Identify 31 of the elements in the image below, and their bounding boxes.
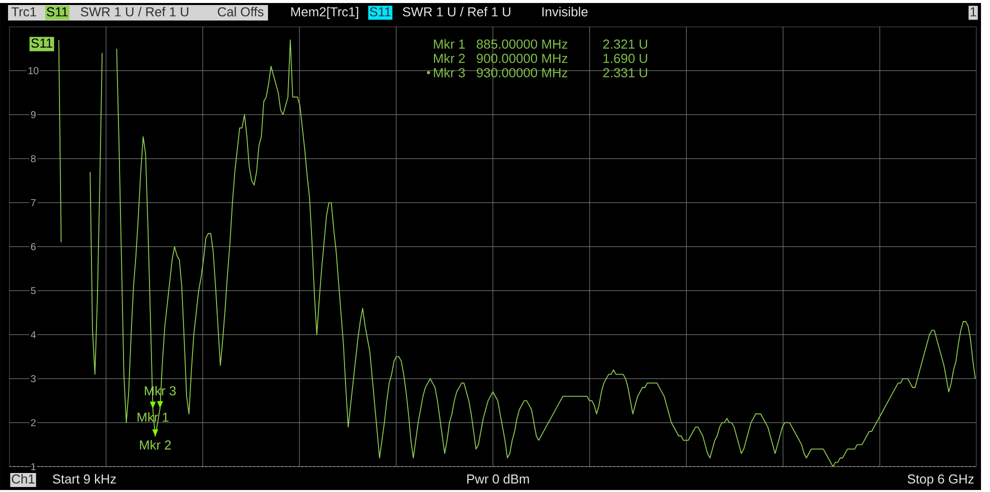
- y-tick-label: 8: [30, 155, 36, 162]
- text: Trc1: [12, 7, 36, 16]
- y-tick-label: 3: [30, 375, 36, 382]
- annotation: 900.00000 MHz: [476, 54, 568, 64]
- text: S11: [370, 7, 391, 16]
- text: Mkr 1: [434, 39, 465, 49]
- text: Mkr 2: [434, 53, 465, 63]
- text: Cal Offs: [218, 6, 264, 16]
- text: Ch1: [12, 474, 34, 484]
- annotation: 885.00000 MHz: [476, 40, 568, 49]
- text: S11: [46, 7, 68, 16]
- annotation: 2.321 U: [603, 40, 648, 49]
- y-tick-label: 4: [30, 331, 36, 338]
- y-tick-label: 9: [31, 111, 36, 118]
- text: Pwr 0 dBm: [467, 474, 529, 484]
- text: S11: [31, 38, 52, 48]
- text: SWR 1 U / Ref 1 U: [402, 6, 510, 16]
- y-tick-label: 5: [30, 287, 36, 294]
- text: Start 9 kHz: [52, 474, 116, 484]
- text: Stop 6 GHz: [908, 474, 974, 486]
- text: 1: [970, 7, 976, 16]
- y-tick-label: 10: [28, 67, 38, 74]
- text: Mem2[Trc1]: [291, 6, 358, 19]
- y-tick-label: 1: [31, 463, 36, 470]
- text: SWR 1 U / Ref 1 U: [80, 6, 188, 16]
- annotation: 1.690 U: [604, 54, 648, 64]
- y-tick-label: 2: [31, 419, 36, 426]
- annotation: Mkr 2: [140, 440, 171, 450]
- text: Invisible: [542, 6, 588, 16]
- y-tick-label: 6: [31, 243, 36, 250]
- y-tick-label: 7: [31, 199, 36, 206]
